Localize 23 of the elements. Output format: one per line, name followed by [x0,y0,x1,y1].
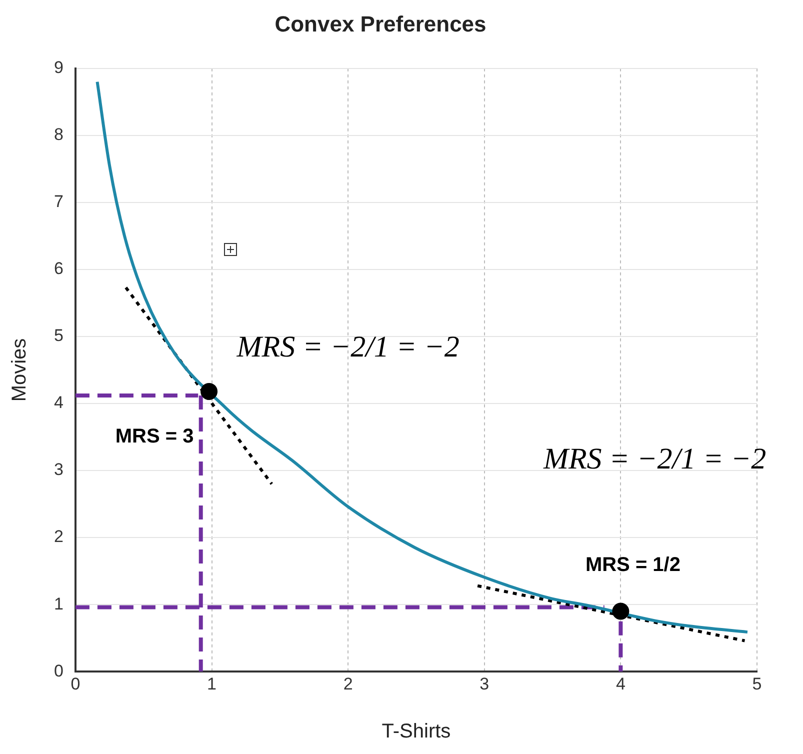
y-tick-label: 6 [54,259,64,278]
x-tick-label: 5 [752,674,762,694]
x-tick-label: 4 [616,674,626,694]
x-tick-label: 2 [343,674,353,694]
y-tick-label: 4 [54,393,64,412]
annotation: MRS = 3 [115,426,194,448]
annotation: MRS = 1/2 [585,554,680,576]
x-tick-label: 3 [480,674,490,694]
y-tick-label: 7 [54,192,64,212]
y-tick-label: 9 [54,58,64,78]
y-tick-label: 3 [54,460,64,480]
y-tick-label: 8 [54,125,64,144]
x-axis-title: T-Shirts [382,720,451,743]
annotation: MRS = −2/1 = −2 [542,442,766,476]
y-tick-label: 1 [54,594,64,614]
y-tick-label: 5 [54,326,64,346]
x-tick-label: 0 [70,674,80,694]
y-axis-title: Movies [8,338,31,402]
y-tick-label: 2 [54,527,64,546]
y-tick-label: 0 [54,661,64,680]
chart-title: Convex Preferences [274,11,486,36]
x-tick-label: 1 [207,674,216,694]
annotation: MRS = −2/1 = −2 [236,330,460,364]
